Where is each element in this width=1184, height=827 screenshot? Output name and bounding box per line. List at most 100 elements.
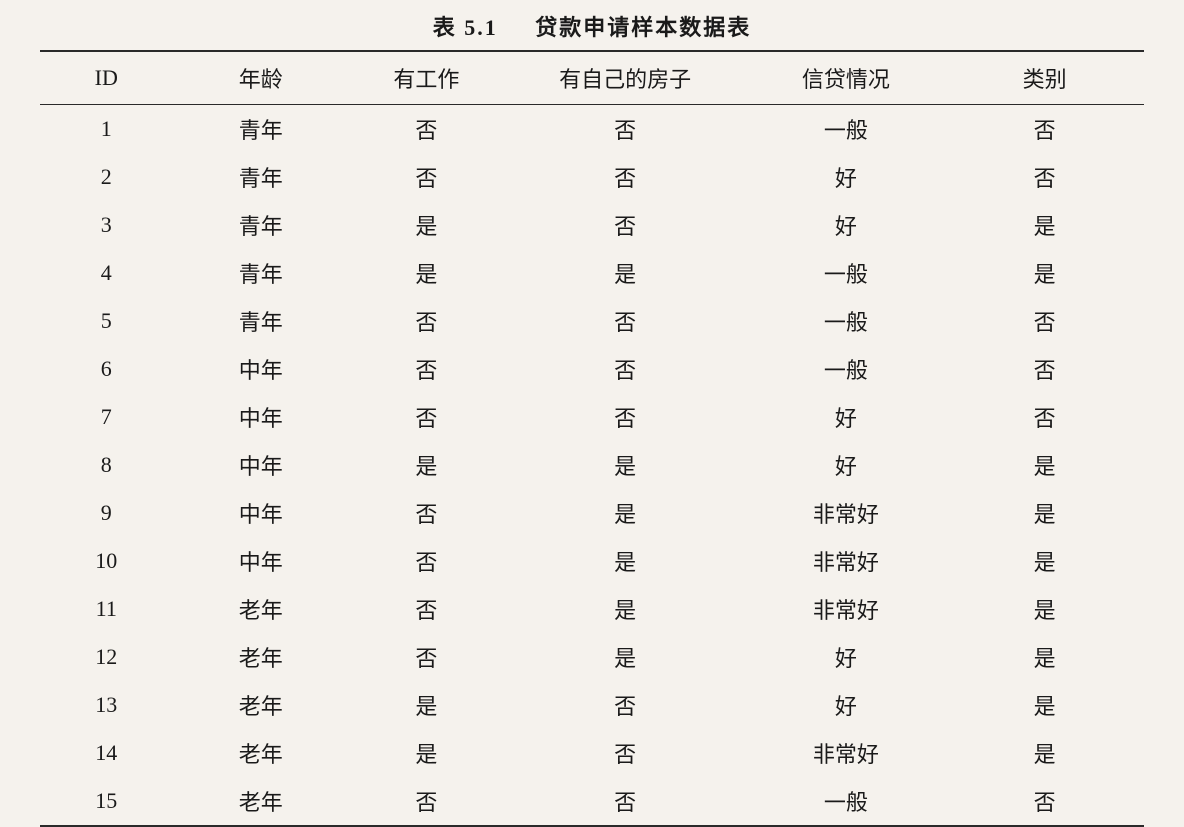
table-cell: 否 <box>349 489 504 537</box>
table-cell: 是 <box>945 729 1144 777</box>
table-cell: 是 <box>945 249 1144 297</box>
table-cell: 否 <box>349 153 504 201</box>
table-cell: 10 <box>40 537 172 585</box>
table-cell: 是 <box>349 441 504 489</box>
table-body: 1青年否否一般否2青年否否好否3青年是否好是4青年是是一般是5青年否否一般否6中… <box>40 105 1144 827</box>
table-cell: 中年 <box>172 537 349 585</box>
table-cell: 老年 <box>172 729 349 777</box>
table-cell: 是 <box>504 537 747 585</box>
table-cell: 7 <box>40 393 172 441</box>
table-cell: 非常好 <box>747 585 946 633</box>
table-row: 4青年是是一般是 <box>40 249 1144 297</box>
table-cell: 否 <box>349 777 504 826</box>
table-cell: 好 <box>747 681 946 729</box>
table-cell: 否 <box>349 633 504 681</box>
table-row: 14老年是否非常好是 <box>40 729 1144 777</box>
table-row: 5青年否否一般否 <box>40 297 1144 345</box>
table-cell: 一般 <box>747 105 946 154</box>
table-cell: 是 <box>945 633 1144 681</box>
table-cell: 中年 <box>172 345 349 393</box>
table-cell: 是 <box>945 681 1144 729</box>
table-cell: 否 <box>349 345 504 393</box>
table-cell: 否 <box>349 537 504 585</box>
table-cell: 老年 <box>172 633 349 681</box>
table-cell: 一般 <box>747 345 946 393</box>
table-caption: 表 5.1 贷款申请样本数据表 <box>40 10 1144 42</box>
table-cell: 12 <box>40 633 172 681</box>
col-header-house: 有自己的房子 <box>504 51 747 105</box>
table-cell: 是 <box>349 681 504 729</box>
table-caption-title: 贷款申请样本数据表 <box>535 15 751 40</box>
table-cell: 否 <box>504 153 747 201</box>
table-cell: 一般 <box>747 297 946 345</box>
table-cell: 否 <box>504 729 747 777</box>
table-cell: 老年 <box>172 585 349 633</box>
table-cell: 11 <box>40 585 172 633</box>
table-cell: 是 <box>504 441 747 489</box>
table-cell: 否 <box>349 585 504 633</box>
table-cell: 否 <box>349 297 504 345</box>
table-cell: 是 <box>945 441 1144 489</box>
table-cell: 否 <box>504 201 747 249</box>
table-row: 2青年否否好否 <box>40 153 1144 201</box>
table-cell: 是 <box>349 201 504 249</box>
table-cell: 9 <box>40 489 172 537</box>
table-cell: 否 <box>945 105 1144 154</box>
table-cell: 否 <box>504 105 747 154</box>
table-cell: 好 <box>747 153 946 201</box>
table-cell: 青年 <box>172 201 349 249</box>
table-cell: 否 <box>945 153 1144 201</box>
table-cell: 好 <box>747 201 946 249</box>
table-row: 1青年否否一般否 <box>40 105 1144 154</box>
table-cell: 中年 <box>172 441 349 489</box>
table-cell: 否 <box>504 297 747 345</box>
table-cell: 14 <box>40 729 172 777</box>
table-cell: 是 <box>945 585 1144 633</box>
table-cell: 5 <box>40 297 172 345</box>
table-cell: 好 <box>747 393 946 441</box>
table-cell: 是 <box>349 249 504 297</box>
table-cell: 中年 <box>172 393 349 441</box>
table-cell: 15 <box>40 777 172 826</box>
table-cell: 否 <box>945 393 1144 441</box>
table-cell: 否 <box>945 345 1144 393</box>
table-row: 9中年否是非常好是 <box>40 489 1144 537</box>
table-cell: 否 <box>945 297 1144 345</box>
table-cell: 4 <box>40 249 172 297</box>
table-cell: 否 <box>945 777 1144 826</box>
table-cell: 否 <box>349 105 504 154</box>
col-header-class: 类别 <box>945 51 1144 105</box>
table-cell: 老年 <box>172 777 349 826</box>
table-cell: 是 <box>945 537 1144 585</box>
table-row: 3青年是否好是 <box>40 201 1144 249</box>
table-cell: 好 <box>747 441 946 489</box>
table-cell: 非常好 <box>747 537 946 585</box>
table-header-row: ID 年龄 有工作 有自己的房子 信贷情况 类别 <box>40 51 1144 105</box>
col-header-job: 有工作 <box>349 51 504 105</box>
table-row: 7中年否否好否 <box>40 393 1144 441</box>
table-cell: 青年 <box>172 153 349 201</box>
table-cell: 中年 <box>172 489 349 537</box>
table-cell: 2 <box>40 153 172 201</box>
col-header-age: 年龄 <box>172 51 349 105</box>
table-cell: 是 <box>504 249 747 297</box>
col-header-credit: 信贷情况 <box>747 51 946 105</box>
table-cell: 非常好 <box>747 489 946 537</box>
table-row: 12老年否是好是 <box>40 633 1144 681</box>
table-row: 8中年是是好是 <box>40 441 1144 489</box>
table-cell: 是 <box>945 201 1144 249</box>
table-cell: 8 <box>40 441 172 489</box>
col-header-id: ID <box>40 51 172 105</box>
table-cell: 否 <box>504 345 747 393</box>
table-cell: 13 <box>40 681 172 729</box>
table-row: 6中年否否一般否 <box>40 345 1144 393</box>
table-cell: 好 <box>747 633 946 681</box>
table-cell: 1 <box>40 105 172 154</box>
table-cell: 是 <box>504 585 747 633</box>
table-row: 13老年是否好是 <box>40 681 1144 729</box>
table-cell: 否 <box>504 681 747 729</box>
table-cell: 一般 <box>747 249 946 297</box>
table-cell: 青年 <box>172 105 349 154</box>
table-cell: 否 <box>504 777 747 826</box>
table-cell: 是 <box>349 729 504 777</box>
